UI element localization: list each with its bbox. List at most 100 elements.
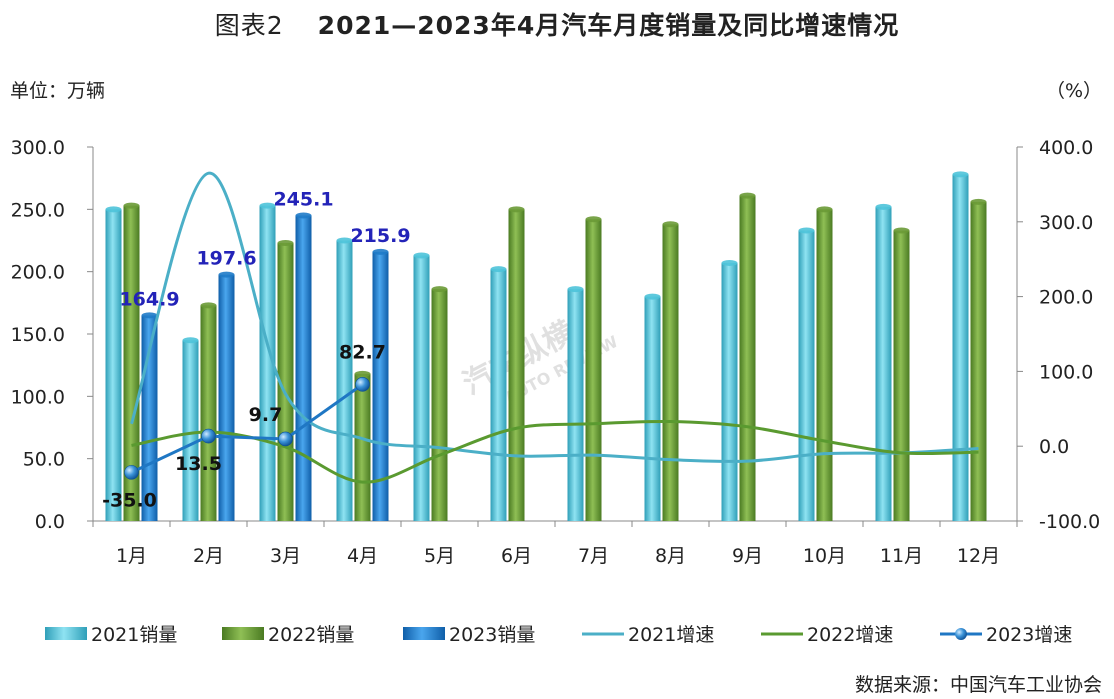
bar-cap-2021销量 <box>105 206 122 213</box>
bar-cap-2021销量 <box>490 266 507 273</box>
bar-2022销量 <box>431 289 448 521</box>
x-tick-label: 7月 <box>578 545 609 567</box>
bar-cap-2023销量 <box>141 312 158 319</box>
x-tick-label: 2月 <box>193 545 224 567</box>
bar-cap-2022销量 <box>123 202 140 209</box>
bar-cap-2021销量 <box>721 259 738 266</box>
y-left-tick-label: 50.0 <box>23 449 65 471</box>
data-source-note: 数据来源：中国汽车工业协会 <box>854 674 1102 696</box>
y-left-tick-label: 250.0 <box>11 199 65 221</box>
y-left-tick-label: 0.0 <box>35 511 65 533</box>
x-tick-label: 10月 <box>803 545 846 567</box>
bar-cap-2022销量 <box>816 206 833 213</box>
bar-2021销量 <box>336 240 353 521</box>
left-axis-unit: 单位：万辆 <box>10 80 106 102</box>
line-2022增速 <box>131 419 979 484</box>
y-left-tick-label: 150.0 <box>11 324 65 346</box>
bar-cap-2022销量 <box>970 198 987 205</box>
point-2023增速 <box>201 428 216 444</box>
bar-cap-2021销量 <box>567 286 584 293</box>
bar-cap-2023销量 <box>218 271 235 278</box>
bar-cap-2021销量 <box>952 171 969 178</box>
line-data-label: 9.7 <box>249 404 283 426</box>
bar-data-label: 245.1 <box>273 188 333 210</box>
legend-label-2022销量: 2022销量 <box>268 624 354 646</box>
line-2023增速 <box>130 383 364 474</box>
x-tick-label: 8月 <box>655 545 686 567</box>
legend-label-2021增速: 2021增速 <box>628 624 714 646</box>
bar-2023销量 <box>218 274 235 521</box>
legend-label-2023增速: 2023增速 <box>986 624 1072 646</box>
line-data-label: 82.7 <box>339 341 386 363</box>
bar-2022销量 <box>970 201 987 521</box>
x-tick-label: 11月 <box>880 545 923 567</box>
chart-title-main: 2021—2023年4月汽车月度销量及同比增速情况 <box>317 11 900 40</box>
chart-title: 图表2 2021—2023年4月汽车月度销量及同比增速情况 <box>0 6 1114 42</box>
bar-cap-2021销量 <box>182 337 199 344</box>
y-left-tick-label: 200.0 <box>11 262 65 284</box>
bar-cap-2022销量 <box>585 216 602 223</box>
x-tick-label: 4月 <box>347 545 378 567</box>
bar-2022销量 <box>508 209 525 522</box>
bar-cap-2022销量 <box>508 206 525 213</box>
bar-cap-2022销量 <box>893 227 910 234</box>
bar-2022销量 <box>662 224 679 521</box>
x-tick-label: 3月 <box>270 545 301 567</box>
y-left-tick-label: 300.0 <box>11 137 65 159</box>
point-2023增速 <box>278 431 293 447</box>
bar-cap-2022销量 <box>277 239 294 246</box>
bar-cap-2021销量 <box>798 227 815 234</box>
y-right-tick-label: 400.0 <box>1039 137 1093 159</box>
x-tick-label: 1月 <box>116 545 147 567</box>
x-tick-label: 5月 <box>424 545 455 567</box>
bar-cap-2022销量 <box>662 221 679 228</box>
y-right-tick-label: 100.0 <box>1039 361 1093 383</box>
y-right-tick-label: 0.0 <box>1039 436 1069 458</box>
y-right-tick-label: -100.0 <box>1039 511 1100 533</box>
bar-cap-2021销量 <box>875 203 892 210</box>
bar-2021销量 <box>413 255 430 521</box>
bar-2021销量 <box>490 269 507 521</box>
bar-2022销量 <box>585 219 602 521</box>
bar-cap-2021销量 <box>259 202 276 209</box>
bar-2022销量 <box>354 373 371 521</box>
line-2021增速 <box>130 171 979 463</box>
bar-cap-2022销量 <box>354 370 371 377</box>
bar-cap-2022销量 <box>200 302 217 309</box>
bar-data-label: 197.6 <box>196 248 256 270</box>
legend-swatch-2021销量 <box>45 627 87 640</box>
bar-2022销量 <box>739 195 756 521</box>
bar-data-label: 215.9 <box>350 225 410 247</box>
bar-2021销量 <box>105 209 122 522</box>
bar-cap-2021销量 <box>413 252 430 259</box>
bar-2022销量 <box>816 209 833 522</box>
bar-2021销量 <box>182 340 199 521</box>
y-right-tick-label: 300.0 <box>1039 212 1093 234</box>
legend-label-2022增速: 2022增速 <box>807 624 893 646</box>
bar-2022销量 <box>893 230 910 521</box>
bar-cap-2023销量 <box>295 212 312 219</box>
y-right-tick-label: 200.0 <box>1039 287 1093 309</box>
chart-title-prefix: 图表2 <box>214 11 284 40</box>
line-data-label: -35.0 <box>102 489 157 511</box>
legend-label-2021销量: 2021销量 <box>91 624 177 646</box>
bar-cap-2021销量 <box>336 237 353 244</box>
x-tick-label: 12月 <box>957 545 1000 567</box>
legend-marker-2023增速 <box>955 628 967 640</box>
legend-swatch-2022销量 <box>222 627 264 640</box>
line-data-label: 13.5 <box>175 453 222 475</box>
bar-cap-2023销量 <box>372 248 389 255</box>
legend-swatch-2023销量 <box>403 627 445 640</box>
bar-2022销量 <box>277 242 294 521</box>
bar-2023销量 <box>295 215 312 521</box>
bar-2021销量 <box>567 289 584 521</box>
bar-2021销量 <box>875 206 892 521</box>
legend-label-2023销量: 2023销量 <box>449 624 535 646</box>
bar-2021销量 <box>721 262 738 521</box>
bar-data-label: 164.9 <box>119 288 179 310</box>
bar-2021销量 <box>952 174 969 521</box>
bar-2022销量 <box>123 205 140 522</box>
bar-cap-2021销量 <box>644 293 661 300</box>
bar-2022销量 <box>200 305 217 521</box>
